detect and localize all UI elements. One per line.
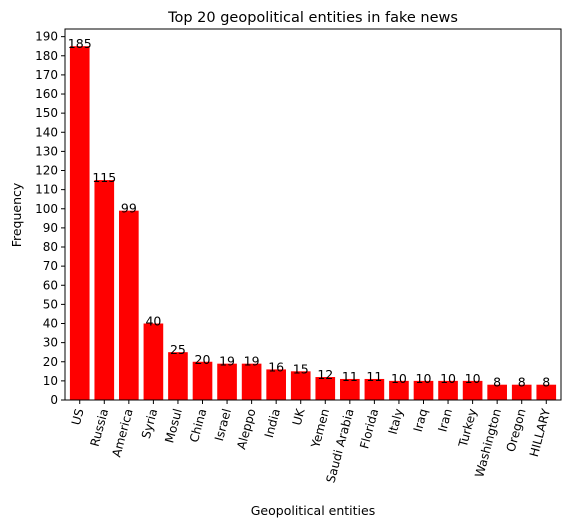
bar-florida xyxy=(364,378,385,400)
bar-china xyxy=(192,361,213,400)
x-tick-label: UK xyxy=(290,406,308,427)
x-tick-label: Florida xyxy=(357,407,381,450)
chart-title: Top 20 geopolitical entities in fake new… xyxy=(167,10,458,26)
bar-value-label: 99 xyxy=(121,201,137,216)
x-tick-label: Iraq xyxy=(411,407,431,433)
bar-value-labels: 185 115 99 40 25 20 19 19 16 15 12 11 11 10 10 10 10 8 8 8 xyxy=(68,36,550,389)
y-tick-label: 170 xyxy=(35,68,58,82)
x-tick-label: HILLARY xyxy=(527,407,553,459)
bar-mosul xyxy=(168,352,188,400)
x-tick-label: Turkey xyxy=(456,407,480,449)
bar-syria xyxy=(143,323,164,400)
bar-value-label: 20 xyxy=(195,352,211,367)
x-tick-label: India xyxy=(262,407,283,439)
y-tick-label: 180 xyxy=(35,49,58,63)
bar-italy xyxy=(389,380,409,400)
y-tick-label: 90 xyxy=(43,221,58,235)
bar-value-label: 10 xyxy=(391,371,407,386)
x-tick-label: US xyxy=(69,407,87,426)
y-tick-label: 120 xyxy=(35,164,58,178)
bar-value-label: 25 xyxy=(170,342,186,357)
y-tick-label: 100 xyxy=(35,202,58,216)
y-axis: 0 10 20 30 40 50 60 70 80 90 100 110 120 130 140 150 160… xyxy=(35,30,65,407)
bar-value-label: 15 xyxy=(293,361,309,376)
y-tick-label: 60 xyxy=(43,278,58,292)
bar-value-label: 10 xyxy=(416,371,432,386)
y-tick-label: 20 xyxy=(43,355,58,369)
x-tick-label: Russia xyxy=(88,407,112,448)
y-tick-label: 10 xyxy=(43,374,58,388)
bar-value-label: 16 xyxy=(268,359,284,374)
y-tick-label: 110 xyxy=(35,183,58,197)
y-tick-label: 190 xyxy=(35,30,58,44)
bar-hillary xyxy=(536,384,557,400)
bar-israel xyxy=(217,363,237,400)
x-tick-label: Israel xyxy=(212,407,234,442)
bar-us xyxy=(69,46,90,401)
x-axis-label: Geopolitical entities xyxy=(251,503,375,518)
bar-iran xyxy=(438,380,458,400)
bar-value-label: 8 xyxy=(542,375,550,390)
y-tick-label: 140 xyxy=(35,125,58,139)
bar-india xyxy=(266,369,286,400)
x-tick-label: Aleppo xyxy=(234,407,258,451)
bars-group xyxy=(69,46,557,401)
bar-value-label: 115 xyxy=(92,170,116,185)
y-axis-label: Frequency xyxy=(9,182,24,247)
y-tick-label: 130 xyxy=(35,144,58,158)
bar-value-label: 19 xyxy=(219,354,235,369)
bar-value-label: 8 xyxy=(518,375,526,390)
bar-aleppo xyxy=(241,363,262,400)
plot-area-frame xyxy=(64,28,562,401)
bar-value-label: 10 xyxy=(465,371,481,386)
bar-value-label: 11 xyxy=(366,369,382,384)
y-tick-label: 80 xyxy=(43,240,58,254)
bar-turkey xyxy=(462,380,483,400)
bar-uk xyxy=(290,371,311,400)
bar-value-label: 19 xyxy=(244,354,260,369)
bar-iraq xyxy=(413,380,434,400)
bar-russia xyxy=(94,180,115,400)
y-tick-label: 150 xyxy=(35,106,58,120)
x-tick-label: Italy xyxy=(386,407,406,436)
x-tick-label: America xyxy=(109,407,135,458)
x-tick-label: Iran xyxy=(435,407,455,433)
y-tick-label: 160 xyxy=(35,87,58,101)
bar-value-label: 8 xyxy=(493,375,501,390)
bar-value-label: 11 xyxy=(342,369,358,384)
y-tick-label: 70 xyxy=(43,259,58,273)
y-tick-label: 0 xyxy=(50,393,58,407)
bar-america xyxy=(119,210,139,400)
bar-value-label: 12 xyxy=(317,367,333,382)
y-tick-label: 30 xyxy=(43,336,58,350)
bar-yemen xyxy=(315,377,336,400)
bar-oregon xyxy=(511,384,532,400)
bar-value-label: 40 xyxy=(145,314,161,329)
x-tick-label: Syria xyxy=(139,407,160,440)
bar-washington xyxy=(487,384,507,400)
y-tick-label: 40 xyxy=(43,317,58,331)
bar-value-label: 185 xyxy=(68,36,92,51)
bar-saudi-arabia xyxy=(340,378,360,400)
x-tick-label: Yemen xyxy=(308,407,332,450)
y-tick-label: 50 xyxy=(43,297,58,311)
x-tick-label: Oregon xyxy=(504,407,529,453)
bar-value-label: 10 xyxy=(440,371,456,386)
x-tick-label: China xyxy=(187,407,209,444)
x-tick-label: Mosul xyxy=(162,407,185,444)
